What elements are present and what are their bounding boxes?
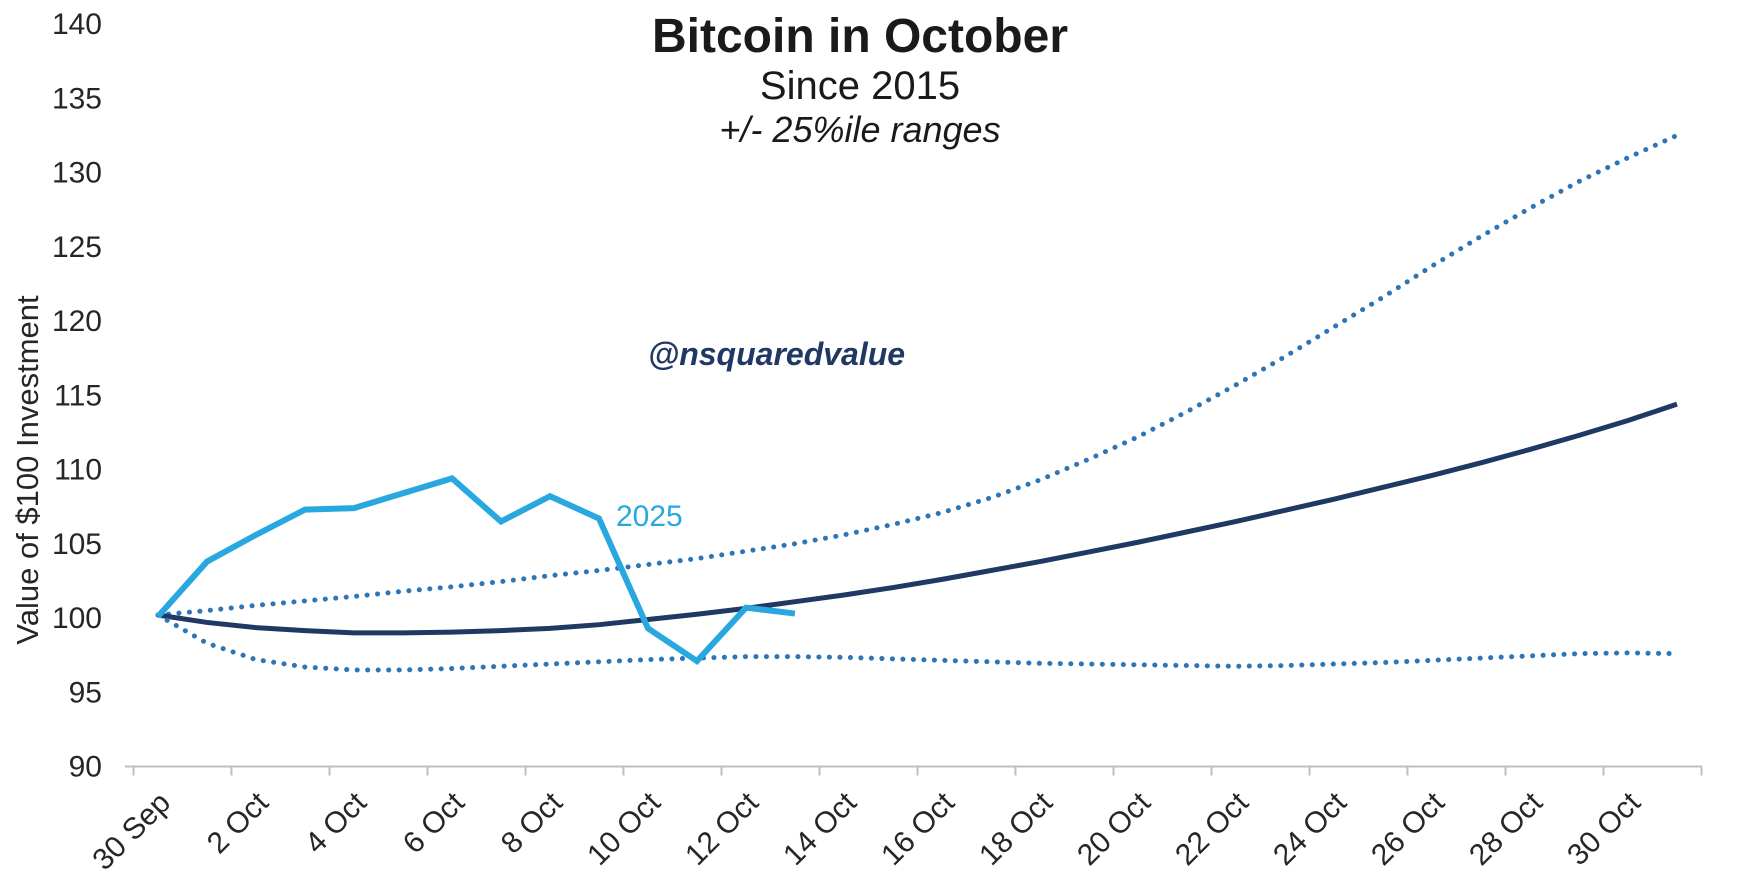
series-percentile-band: [155, 132, 1680, 618]
x-tick-label: 30 Sep: [86, 786, 177, 877]
x-tick-label: 26 Oct: [1365, 786, 1451, 872]
chart-note: +/- 25%ile ranges: [719, 109, 1001, 151]
x-tick-label: 22 Oct: [1169, 786, 1255, 872]
y-tick-label: 105: [52, 528, 102, 561]
x-tick-label: 16 Oct: [875, 786, 961, 872]
y-tick-label: 120: [52, 305, 102, 338]
x-tick-label: 12 Oct: [679, 786, 765, 872]
y-tick-label: 135: [52, 82, 102, 115]
series-percentile-band: [155, 612, 1680, 673]
x-tick-label: 20 Oct: [1071, 786, 1157, 872]
x-tick-label: 30 Oct: [1561, 786, 1647, 872]
title-block: Bitcoin in October Since 2015 +/- 25%ile…: [0, 10, 1720, 151]
series-median: [157, 401, 1678, 636]
x-axis: [125, 765, 1703, 776]
x-tick-label: 10 Oct: [581, 786, 667, 872]
x-tick-label: 4 Oct: [299, 786, 373, 860]
y-tick-label: 100: [52, 602, 102, 635]
y-tick-label: 110: [54, 454, 102, 487]
y-tick-label: 125: [52, 231, 102, 264]
y-tick-label: 115: [54, 379, 102, 412]
x-tick-label: 14 Oct: [777, 786, 863, 872]
x-tick-label: 8 Oct: [495, 786, 569, 860]
series-2025: [155, 475, 796, 665]
y-tick-label: 140: [52, 8, 102, 41]
x-tick-label: 24 Oct: [1267, 786, 1353, 872]
chart-subtitle: Since 2015: [759, 64, 961, 109]
watermark-handle: @nsquaredvalue: [648, 336, 906, 372]
chart-title: Bitcoin in October: [651, 10, 1068, 63]
series-label-2025: 2025: [616, 500, 683, 533]
x-tick-label: 6 Oct: [397, 786, 471, 860]
x-tick-label: 28 Oct: [1463, 786, 1549, 872]
x-tick-label: 18 Oct: [973, 786, 1059, 872]
y-tick-label: 90: [69, 751, 102, 784]
y-tick-label: 130: [52, 157, 102, 190]
x-tick-label: 2 Oct: [201, 786, 275, 860]
y-axis-title: Value of $100 Investment: [10, 295, 45, 645]
y-tick-label: 95: [69, 676, 102, 709]
